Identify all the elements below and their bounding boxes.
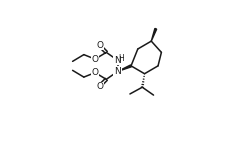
Text: N: N [114, 67, 121, 76]
Text: N: N [114, 56, 121, 65]
Text: O: O [92, 55, 99, 64]
Text: O: O [92, 68, 99, 77]
Text: O: O [96, 82, 103, 91]
Text: H: H [119, 54, 124, 63]
Polygon shape [117, 65, 131, 72]
Text: O: O [96, 41, 103, 49]
Polygon shape [151, 28, 157, 41]
